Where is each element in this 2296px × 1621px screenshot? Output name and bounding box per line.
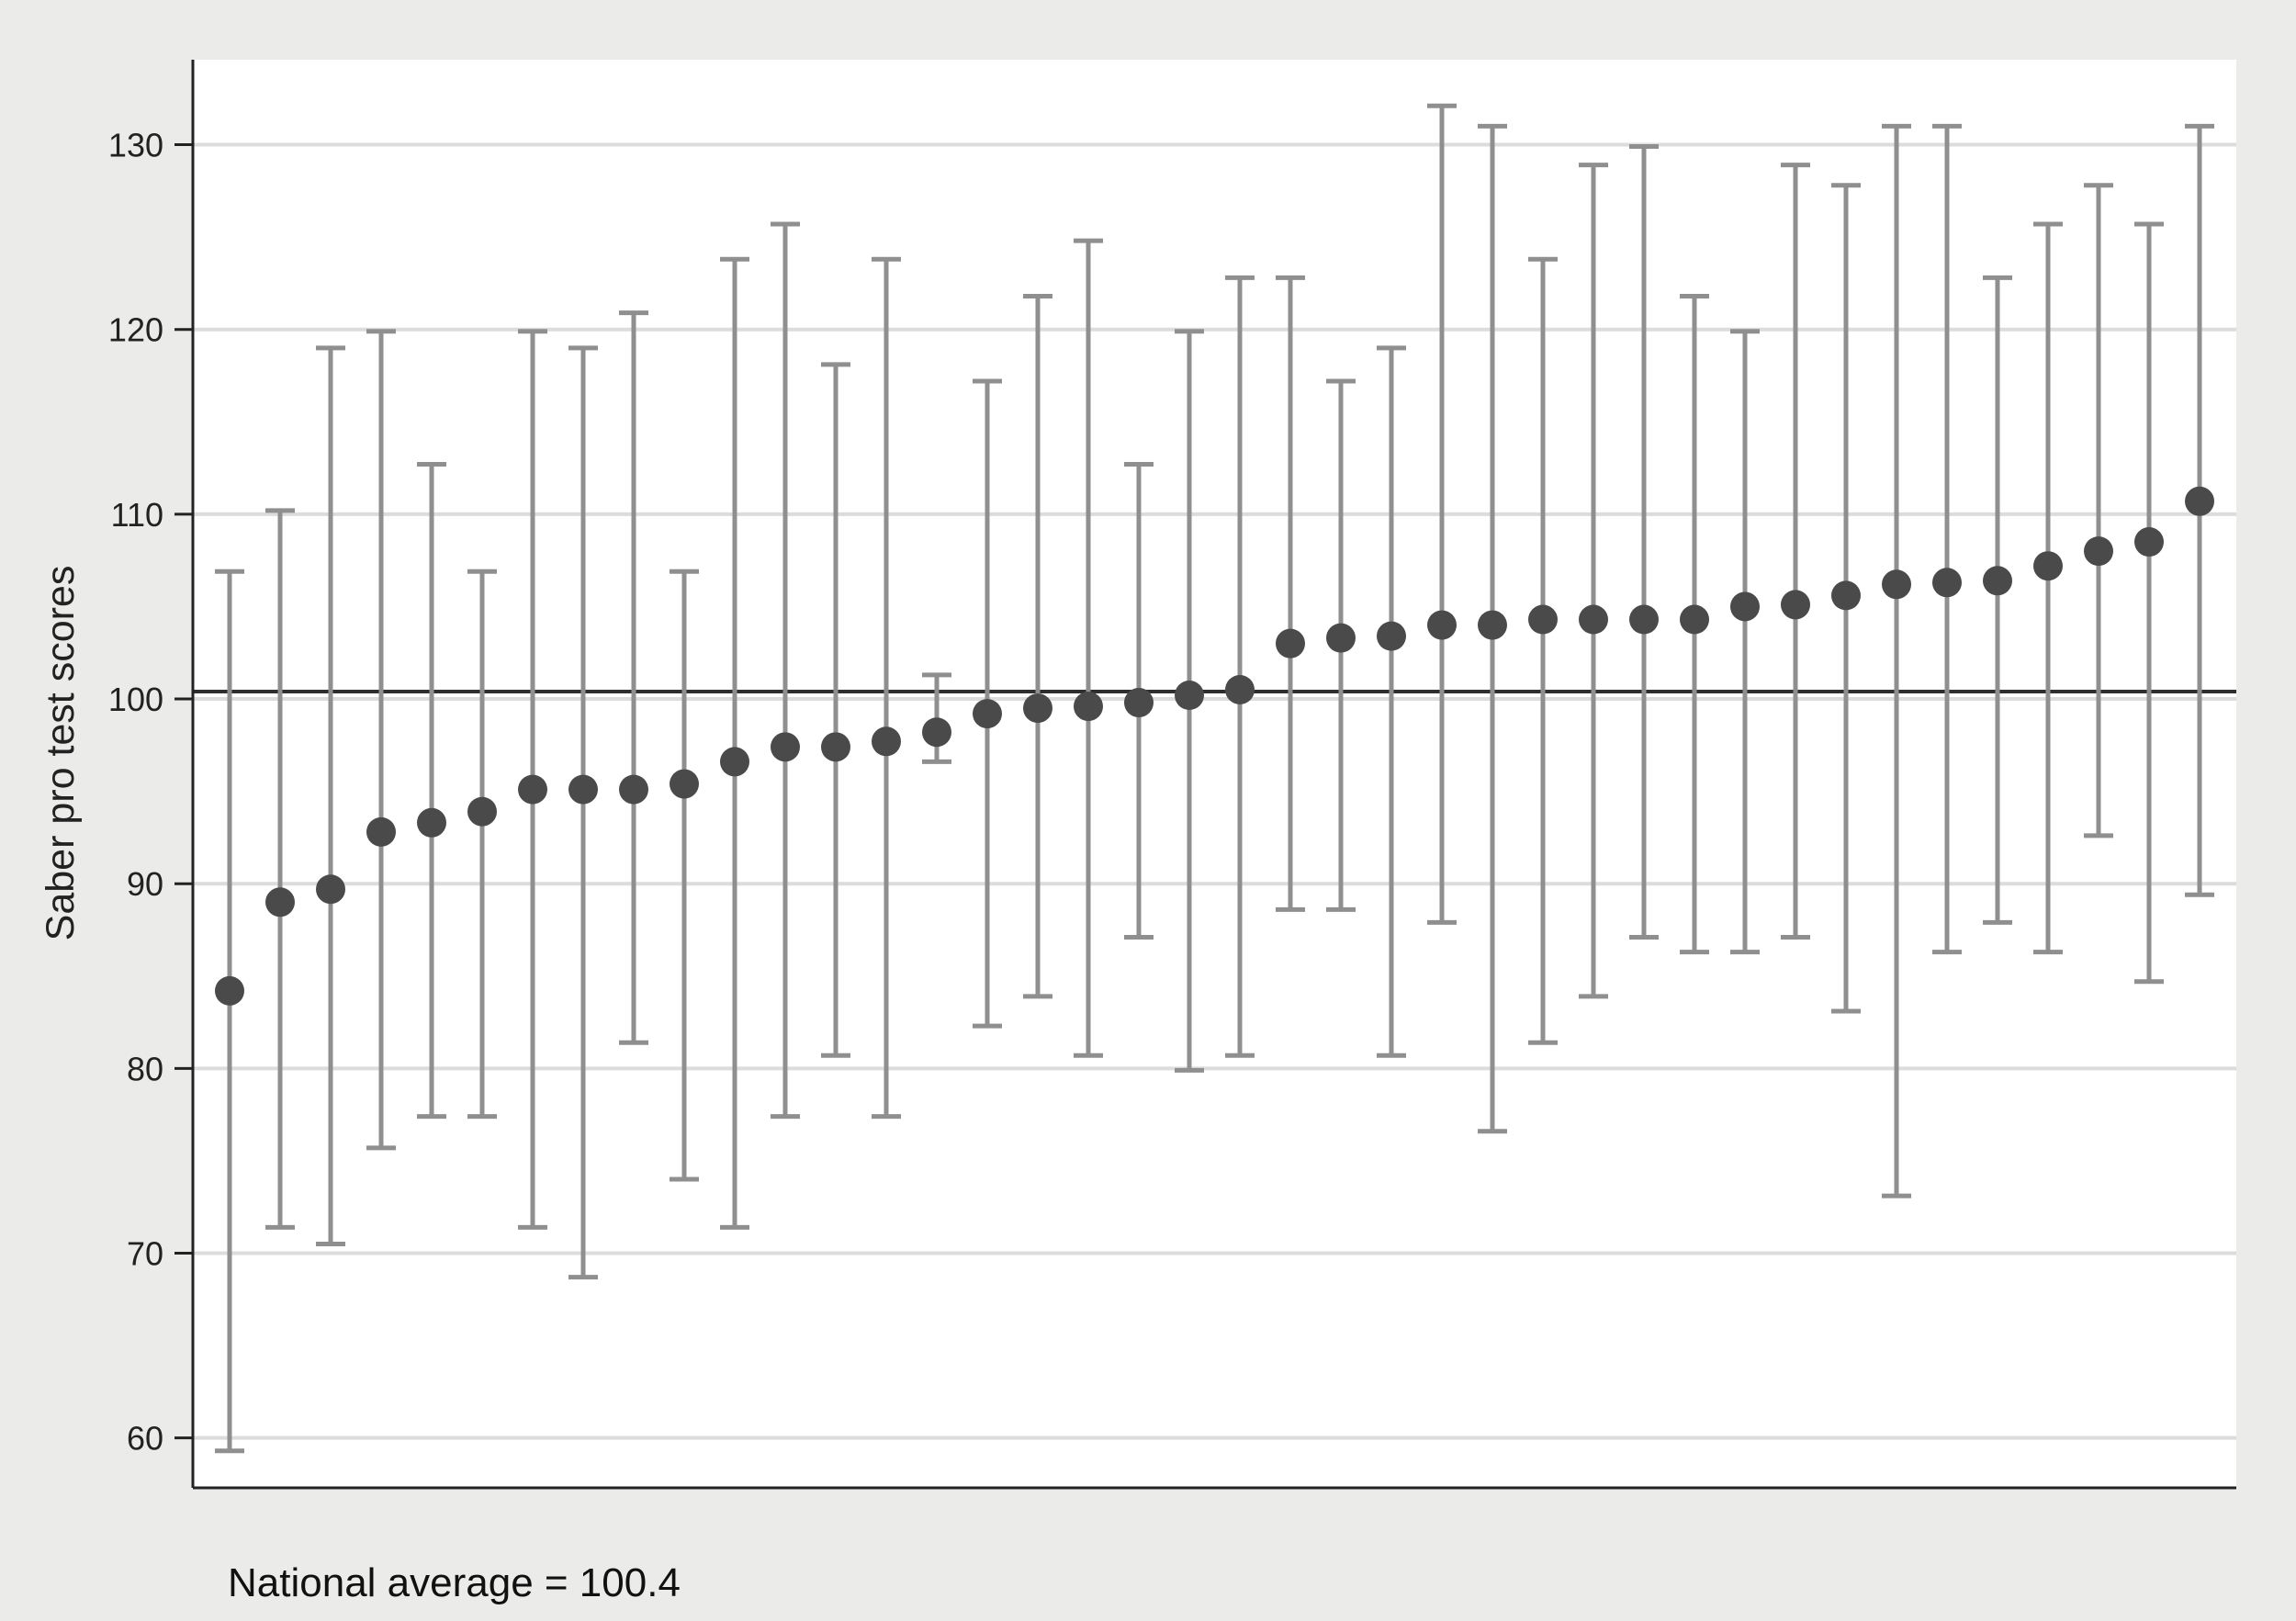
data-point [265, 887, 295, 917]
data-point [1528, 604, 1558, 635]
plot-area [193, 60, 2236, 1488]
data-point [316, 874, 345, 905]
data-point [1629, 604, 1659, 635]
data-point [1074, 692, 1103, 722]
data-point [1427, 610, 1457, 640]
national-average-note: National average = 100.4 [228, 1560, 681, 1605]
y-axis-ticks: 60 70 80 90 100 110 120 130 [108, 127, 193, 1458]
data-point [2033, 551, 2063, 581]
data-point [1225, 674, 1255, 704]
data-point [1932, 568, 1962, 598]
data-point [1781, 590, 1810, 620]
data-point [1478, 610, 1507, 640]
data-point [2084, 536, 2113, 567]
data-point [922, 717, 951, 748]
data-point [1983, 566, 2012, 596]
data-point [720, 747, 749, 777]
y-tick-label: 120 [108, 311, 163, 349]
data-point [417, 807, 446, 838]
data-point [366, 816, 396, 847]
data-point [1175, 681, 1204, 711]
data-points [215, 486, 2214, 1006]
y-tick-label: 100 [108, 681, 163, 718]
data-point [771, 732, 800, 762]
data-point [619, 774, 648, 805]
y-axis-label: Saber pro test scores [39, 566, 83, 941]
data-point [872, 726, 901, 757]
data-point [973, 699, 1002, 729]
data-point [215, 975, 244, 1006]
y-tick-label: 80 [127, 1050, 163, 1087]
data-point [1882, 569, 1911, 600]
data-point [2185, 486, 2214, 516]
y-tick-label: 110 [111, 496, 163, 534]
data-point [670, 769, 699, 799]
data-point [1579, 604, 1608, 635]
data-point [1326, 623, 1356, 653]
data-point [518, 774, 547, 805]
data-point [1276, 628, 1305, 659]
y-tick-label: 130 [108, 127, 163, 164]
data-point [1730, 591, 1760, 622]
data-point [2134, 527, 2164, 557]
data-point [1124, 688, 1154, 718]
data-point [467, 796, 497, 827]
data-point [568, 774, 598, 805]
data-point [821, 732, 850, 762]
y-tick-label: 70 [127, 1235, 163, 1273]
y-tick-label: 60 [127, 1420, 163, 1458]
data-point [1831, 580, 1861, 611]
data-point [1377, 621, 1406, 651]
data-point [1680, 604, 1709, 635]
data-point [1023, 693, 1052, 724]
y-tick-label: 90 [127, 865, 163, 903]
